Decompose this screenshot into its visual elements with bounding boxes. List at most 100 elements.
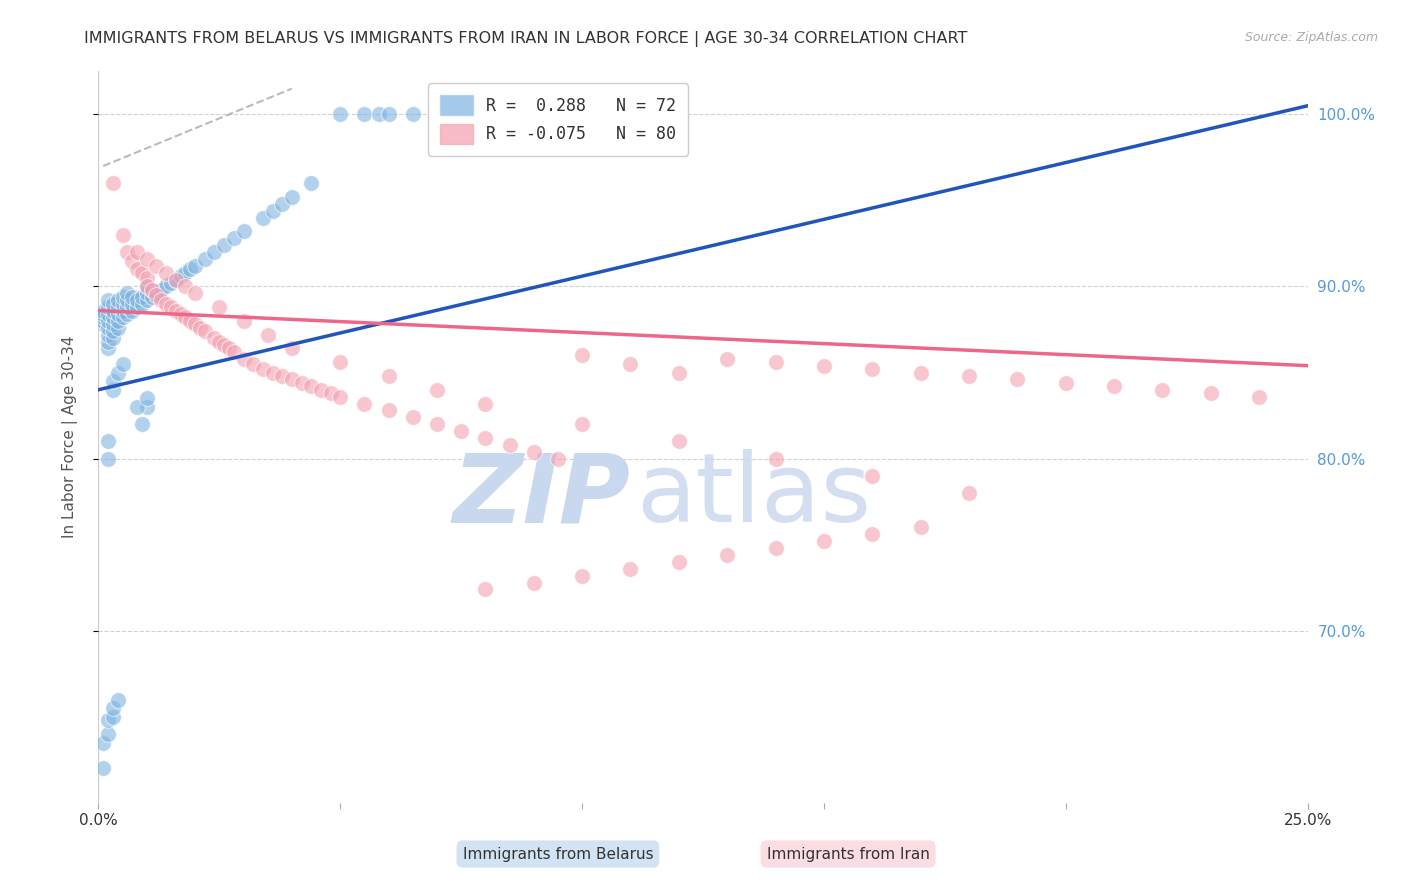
Point bbox=[179, 314, 201, 328]
Point bbox=[97, 293, 120, 308]
Point bbox=[402, 107, 425, 121]
Point bbox=[97, 314, 120, 328]
Point bbox=[97, 300, 120, 314]
Point bbox=[101, 701, 124, 715]
Point bbox=[101, 310, 124, 325]
Point bbox=[242, 357, 264, 371]
Point bbox=[174, 279, 197, 293]
Point bbox=[1054, 376, 1077, 390]
Point bbox=[957, 369, 980, 384]
Point bbox=[262, 366, 284, 380]
Point bbox=[121, 253, 143, 268]
Point bbox=[165, 272, 187, 286]
Point bbox=[252, 211, 274, 225]
Point bbox=[299, 176, 322, 190]
Point bbox=[208, 334, 231, 349]
Point bbox=[127, 400, 149, 414]
Point bbox=[160, 300, 183, 314]
Point bbox=[194, 252, 217, 266]
Point bbox=[135, 279, 157, 293]
Point bbox=[97, 713, 120, 727]
Point bbox=[150, 283, 173, 297]
Point bbox=[426, 107, 449, 121]
Point bbox=[97, 727, 120, 741]
Point bbox=[111, 290, 134, 304]
Point bbox=[765, 355, 787, 369]
Point bbox=[232, 224, 254, 238]
Text: Immigrants from Iran: Immigrants from Iran bbox=[766, 847, 929, 862]
Point bbox=[910, 366, 932, 380]
Point bbox=[353, 107, 375, 121]
Point bbox=[121, 296, 143, 310]
Point bbox=[668, 107, 690, 121]
Y-axis label: In Labor Force | Age 30-34: In Labor Force | Age 30-34 bbox=[62, 335, 77, 539]
Point bbox=[910, 520, 932, 534]
Point bbox=[498, 438, 520, 452]
Point bbox=[571, 348, 593, 362]
Point bbox=[107, 307, 129, 321]
Point bbox=[97, 307, 120, 321]
Point bbox=[860, 527, 883, 541]
Point bbox=[141, 283, 163, 297]
Point bbox=[117, 293, 139, 308]
Point bbox=[135, 400, 157, 414]
Point bbox=[860, 468, 883, 483]
Point bbox=[101, 374, 124, 388]
Point bbox=[97, 451, 120, 466]
Point bbox=[184, 286, 207, 301]
Text: Source: ZipAtlas.com: Source: ZipAtlas.com bbox=[1244, 31, 1378, 45]
Point bbox=[127, 262, 149, 277]
Point bbox=[571, 568, 593, 582]
Point bbox=[131, 266, 153, 280]
Point bbox=[1199, 386, 1222, 401]
Point bbox=[179, 262, 201, 277]
Point bbox=[474, 431, 496, 445]
Point bbox=[368, 107, 391, 121]
Point bbox=[117, 286, 139, 301]
Point bbox=[174, 266, 197, 280]
Point bbox=[208, 300, 231, 314]
Point bbox=[619, 562, 641, 576]
Point bbox=[281, 342, 304, 356]
Point bbox=[117, 307, 139, 321]
Point bbox=[402, 410, 425, 425]
Point bbox=[1152, 383, 1174, 397]
Point bbox=[111, 310, 134, 325]
Point bbox=[474, 396, 496, 410]
Point bbox=[127, 293, 149, 308]
Point bbox=[101, 303, 124, 318]
Point bbox=[101, 296, 124, 310]
Point bbox=[252, 362, 274, 376]
Point bbox=[212, 338, 235, 352]
Point bbox=[91, 303, 114, 318]
Point bbox=[111, 357, 134, 371]
Point bbox=[174, 310, 197, 325]
Point bbox=[184, 259, 207, 273]
Point bbox=[474, 107, 496, 121]
Point bbox=[169, 269, 191, 284]
Point bbox=[204, 245, 226, 260]
Point bbox=[329, 390, 352, 404]
Point bbox=[281, 190, 304, 204]
Point bbox=[329, 107, 352, 121]
Point bbox=[765, 451, 787, 466]
Point bbox=[262, 203, 284, 218]
Point bbox=[547, 451, 569, 466]
Point bbox=[145, 288, 167, 302]
Point bbox=[165, 272, 187, 286]
Point bbox=[145, 286, 167, 301]
Point bbox=[813, 359, 835, 373]
Text: IMMIGRANTS FROM BELARUS VS IMMIGRANTS FROM IRAN IN LABOR FORCE | AGE 30-34 CORRE: IMMIGRANTS FROM BELARUS VS IMMIGRANTS FR… bbox=[84, 31, 967, 47]
Point bbox=[135, 286, 157, 301]
Point bbox=[131, 417, 153, 432]
Point bbox=[188, 320, 211, 334]
Point bbox=[1007, 372, 1029, 386]
Point bbox=[101, 710, 124, 724]
Point bbox=[860, 362, 883, 376]
Point bbox=[107, 300, 129, 314]
Point bbox=[91, 761, 114, 775]
Text: atlas: atlas bbox=[637, 449, 872, 542]
Point bbox=[107, 314, 129, 328]
Point bbox=[97, 342, 120, 356]
Point bbox=[135, 271, 157, 285]
